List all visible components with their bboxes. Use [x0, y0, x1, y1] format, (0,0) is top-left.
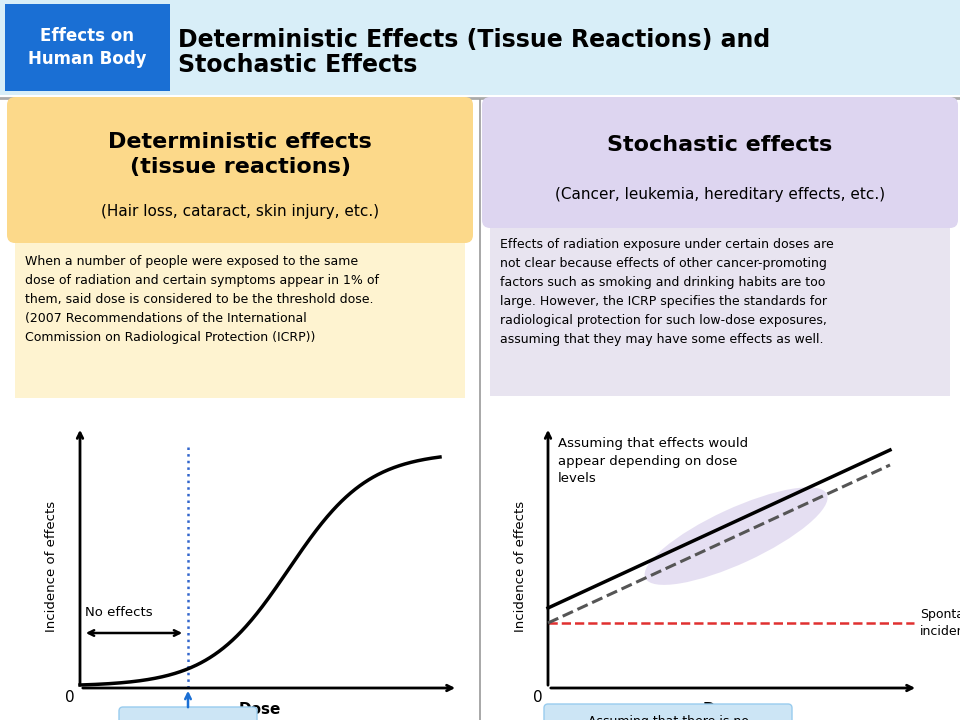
Text: 0: 0 — [65, 690, 75, 706]
Text: Assuming that there is no
threshold dose: Assuming that there is no threshold dose — [588, 715, 749, 720]
Text: Assuming that effects would
appear depending on dose
levels: Assuming that effects would appear depen… — [558, 437, 748, 485]
Ellipse shape — [644, 487, 828, 585]
FancyBboxPatch shape — [0, 0, 960, 95]
Text: Deterministic Effects (Tissue Reactions) and: Deterministic Effects (Tissue Reactions)… — [178, 27, 770, 52]
Text: Dose: Dose — [703, 703, 745, 718]
FancyBboxPatch shape — [482, 97, 958, 228]
FancyBboxPatch shape — [119, 707, 257, 720]
Text: Spontaneous
incidence: Spontaneous incidence — [920, 608, 960, 638]
Text: Stochastic Effects: Stochastic Effects — [178, 53, 418, 78]
Text: Incidence of effects: Incidence of effects — [45, 501, 59, 632]
Text: Effects on
Human Body: Effects on Human Body — [28, 27, 146, 68]
Text: Stochastic effects: Stochastic effects — [608, 135, 832, 156]
Text: Dose: Dose — [239, 703, 281, 718]
Text: Deterministic effects
(tissue reactions): Deterministic effects (tissue reactions) — [108, 132, 372, 177]
FancyBboxPatch shape — [15, 243, 465, 398]
Text: (Hair loss, cataract, skin injury, etc.): (Hair loss, cataract, skin injury, etc.) — [101, 204, 379, 219]
Text: Incidence of effects: Incidence of effects — [514, 501, 526, 632]
FancyBboxPatch shape — [7, 97, 473, 243]
FancyBboxPatch shape — [5, 4, 170, 91]
Text: (Cancer, leukemia, hereditary effects, etc.): (Cancer, leukemia, hereditary effects, e… — [555, 187, 885, 202]
FancyBboxPatch shape — [490, 228, 950, 396]
Text: No effects: No effects — [85, 606, 153, 619]
Text: When a number of people were exposed to the same
dose of radiation and certain s: When a number of people were exposed to … — [25, 255, 379, 344]
Text: Effects of radiation exposure under certain doses are
not clear because effects : Effects of radiation exposure under cert… — [500, 238, 833, 346]
Text: 0: 0 — [533, 690, 542, 706]
FancyBboxPatch shape — [544, 704, 792, 720]
